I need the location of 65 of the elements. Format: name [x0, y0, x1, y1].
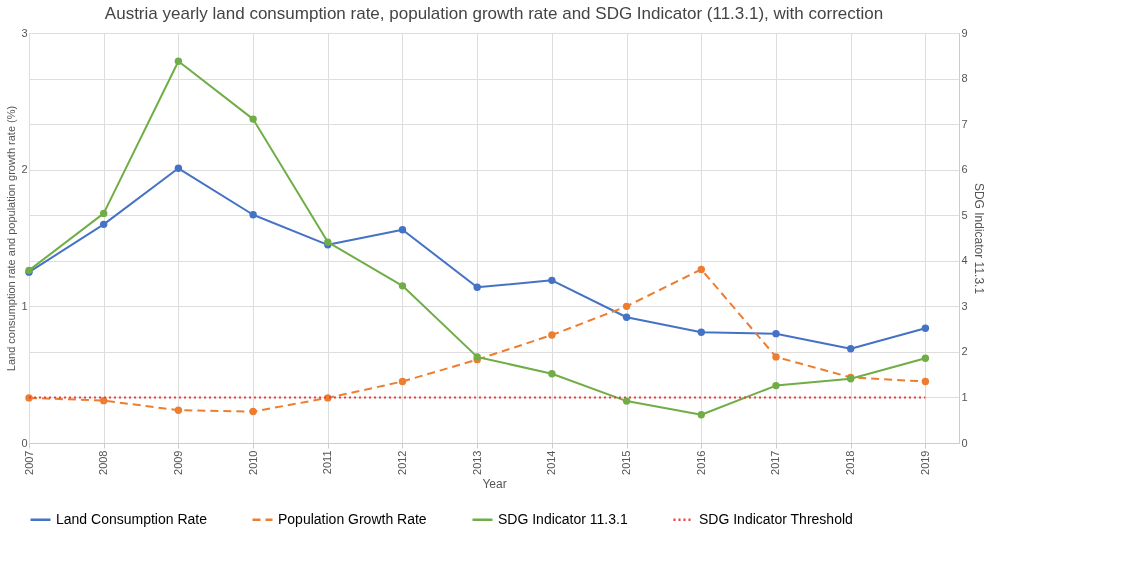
point: [772, 329, 780, 338]
y2-tick-label: 8: [961, 72, 968, 85]
y2-tick-label: 6: [961, 163, 968, 176]
y2-axis-title: SDG Indicator 11.3.1: [971, 182, 986, 295]
point: [846, 345, 855, 353]
x-tick-label: 2015: [620, 450, 633, 475]
y2-tick-label: 9: [961, 26, 968, 39]
point: [548, 276, 556, 285]
point: [473, 283, 481, 291]
point: [772, 353, 780, 361]
y-tick-label: 1: [21, 299, 28, 312]
y2-tick-label: 5: [961, 208, 968, 221]
point: [921, 324, 930, 332]
point: [622, 313, 631, 321]
x-tick-label: 2013: [470, 450, 483, 475]
legend-label: Population Growth Rate: [278, 510, 427, 527]
legend-label: Land Consumption Rate: [56, 510, 208, 527]
x-tick-label: 2019: [918, 450, 931, 475]
point: [174, 57, 183, 65]
y-tick-label: 0: [21, 436, 28, 449]
point: [398, 282, 407, 290]
point: [622, 397, 631, 405]
point: [697, 411, 705, 419]
point: [25, 394, 33, 402]
y2-tick-label: 3: [961, 299, 968, 312]
y-axis-title: Land consumption rate and population growth rate (%): [5, 105, 18, 372]
x-tick-label: 2012: [395, 450, 408, 475]
x-tick-label: 2018: [844, 450, 857, 475]
point: [921, 377, 930, 386]
y-tick-label: 2: [21, 163, 28, 176]
x-axis-title: Year: [482, 476, 507, 491]
point: [622, 302, 631, 311]
x-tick-label: 2016: [694, 450, 707, 475]
point: [99, 220, 108, 229]
point: [249, 115, 257, 123]
point: [174, 164, 183, 172]
point: [99, 396, 108, 405]
x-tick-label: 2009: [171, 450, 184, 475]
point: [548, 370, 556, 378]
x-tick-label: 2011: [321, 450, 334, 475]
legend-label: SDG Indicator 11.3.1: [498, 510, 628, 527]
x-tick-label: 2014: [545, 450, 558, 475]
point: [697, 265, 705, 274]
x-tick-label: 2008: [97, 450, 110, 475]
point: [772, 381, 780, 390]
point: [548, 331, 556, 339]
point: [174, 406, 183, 414]
point: [398, 226, 407, 234]
point: [249, 407, 257, 416]
point: [99, 209, 108, 218]
point: [398, 377, 407, 386]
point: [249, 211, 257, 219]
x-tick-label: 2007: [22, 450, 35, 475]
y2-tick-label: 2: [961, 345, 968, 358]
y-tick-label: 3: [21, 26, 28, 39]
point: [697, 328, 705, 336]
legend-label: SDG Indicator Threshold: [699, 510, 853, 527]
y2-tick-label: 1: [961, 390, 968, 403]
x-tick-label: 2017: [769, 450, 782, 475]
point: [921, 354, 930, 362]
x-tick-label: 2010: [246, 450, 259, 475]
y2-tick-label: 7: [961, 117, 968, 130]
y2-tick-label: 0: [961, 436, 968, 449]
chart-title: Austria yearly land consumption rate, population growth rate and SDG Indicator (11.3.1), with correction: [104, 4, 884, 23]
y2-tick-label: 4: [961, 254, 968, 267]
